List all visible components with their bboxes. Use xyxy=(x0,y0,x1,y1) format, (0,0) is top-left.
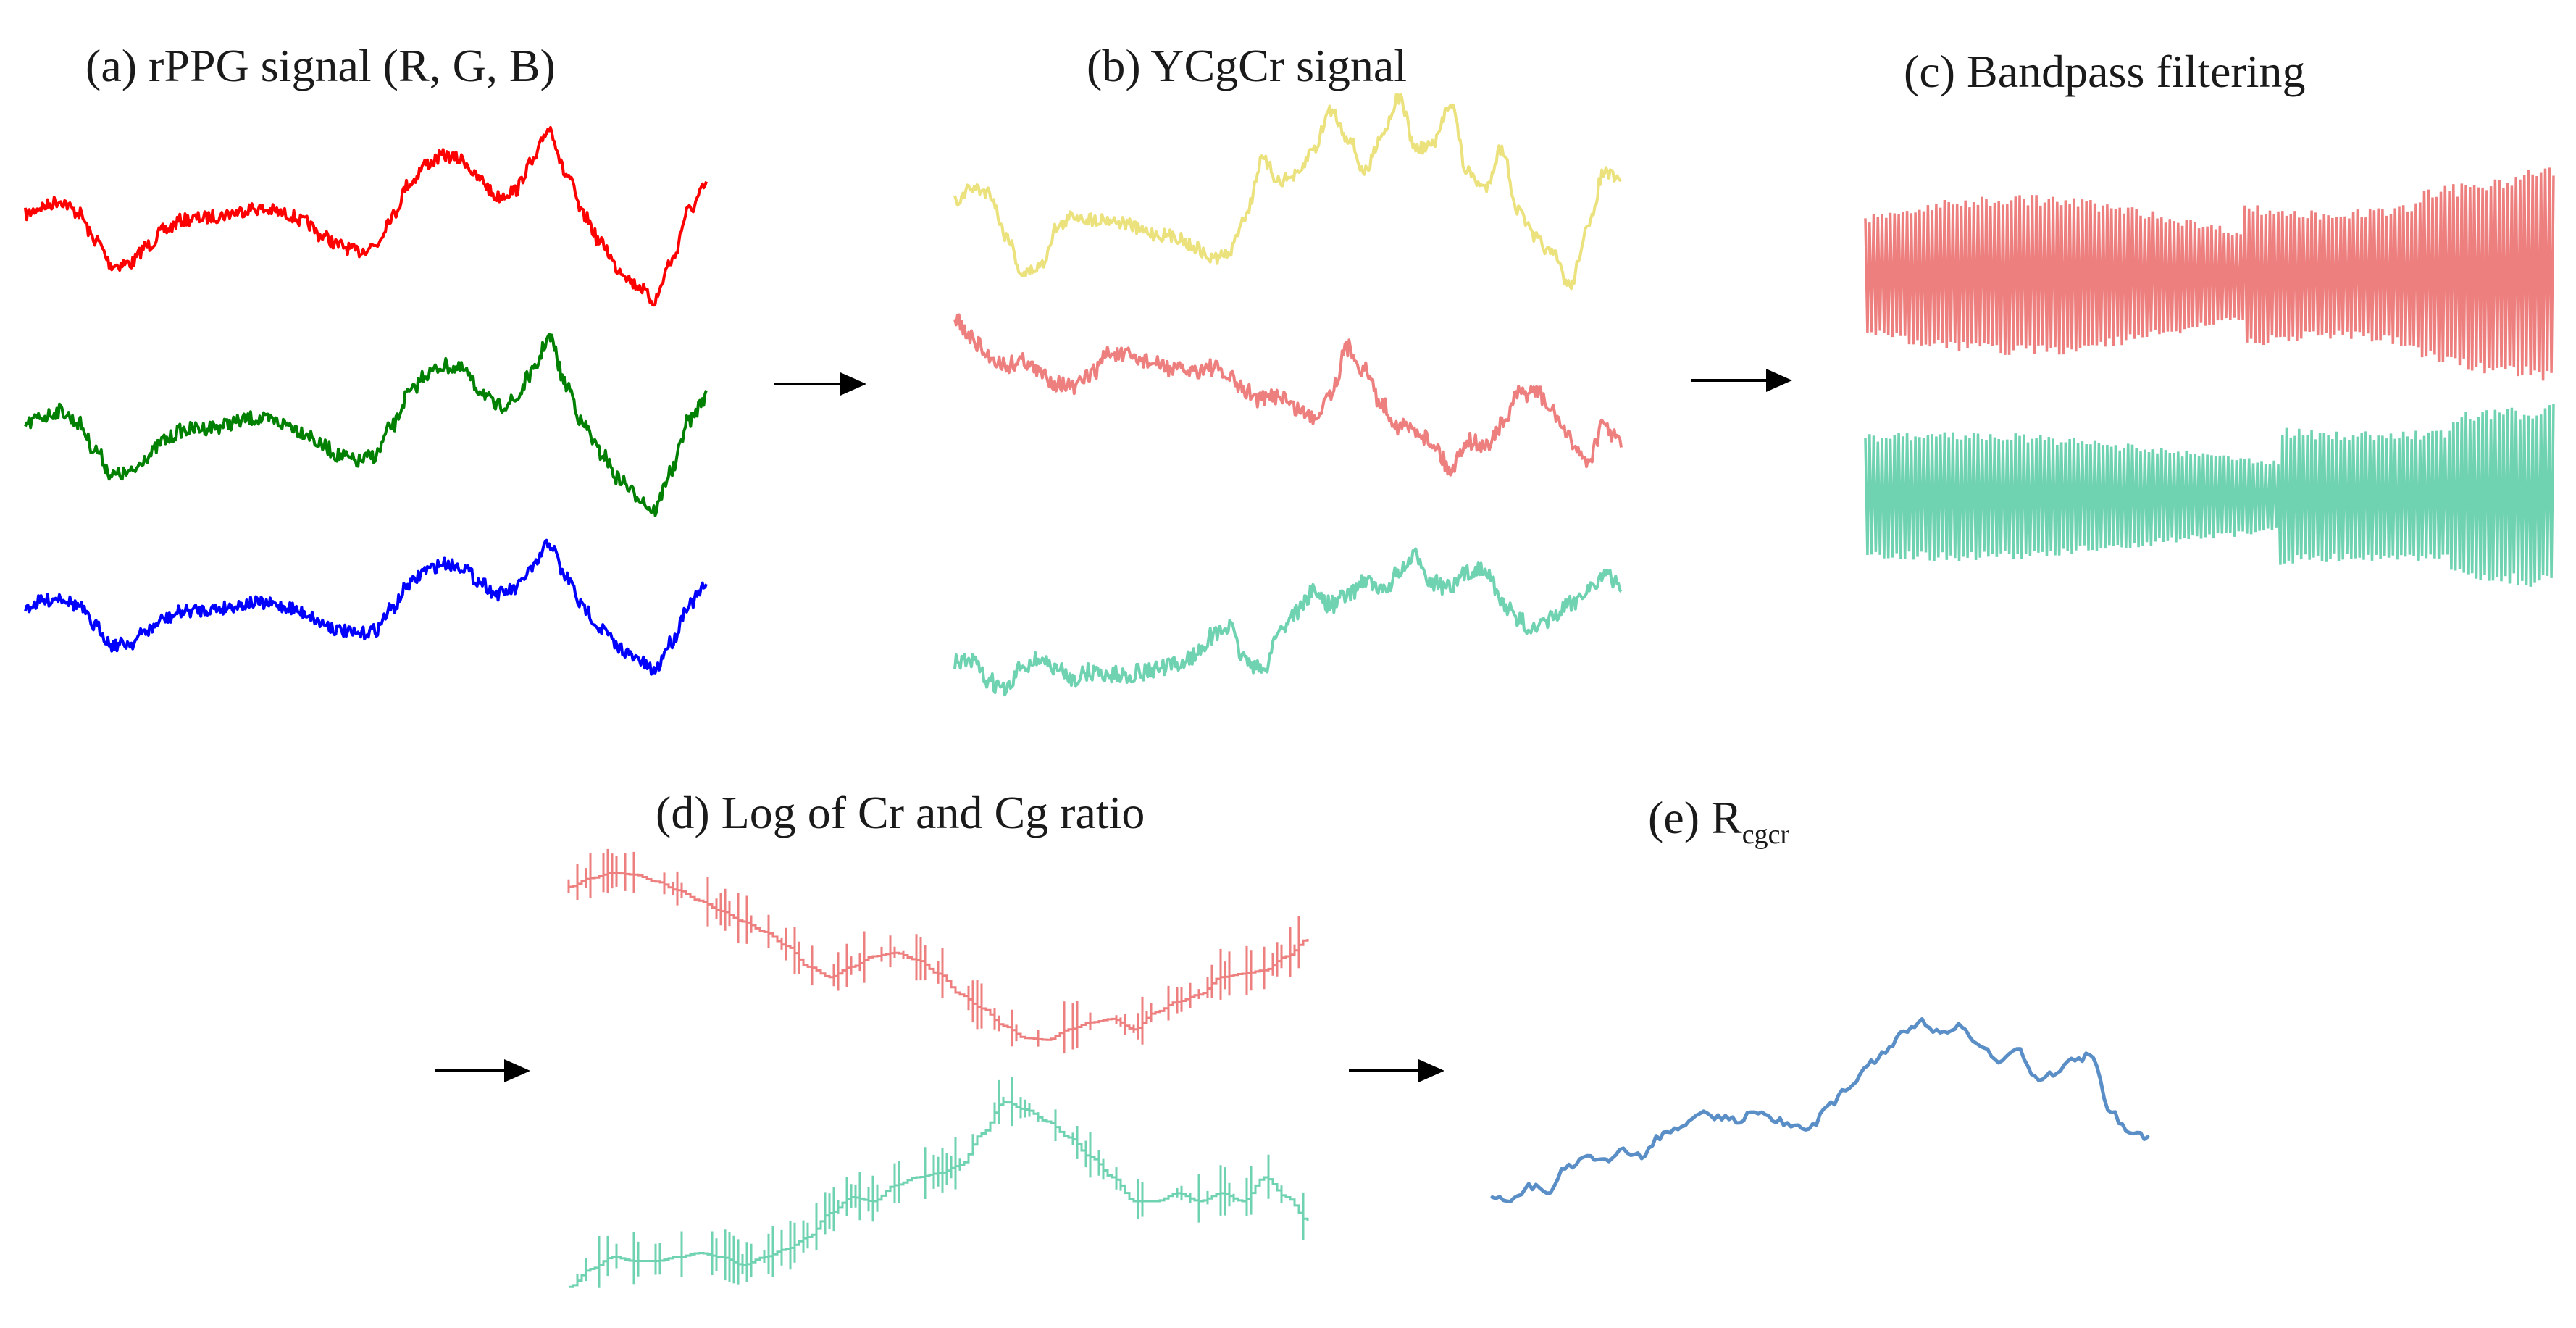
panel-c-bandpass-signals xyxy=(1864,167,2555,587)
panel-e-title-subscript: cgcr xyxy=(1742,819,1790,850)
panel-c-title: (c) Bandpass filtering xyxy=(1904,46,2306,97)
panel-e-title: (e) Rcgcr xyxy=(1648,792,1789,850)
y-component-signal xyxy=(953,93,1622,291)
rcgcr-signal xyxy=(1490,1017,2150,1204)
panel-b-title: (b) YCgCr signal xyxy=(1087,40,1407,91)
log-cg-signal xyxy=(569,1077,1309,1288)
green-channel-signal xyxy=(24,333,708,517)
panel-a-title: (a) rPPG signal (R, G, B) xyxy=(85,40,556,91)
bandpass-cg-signal xyxy=(1864,404,2555,587)
panel-e-title-main: (e) R xyxy=(1648,792,1742,843)
panel-e-rcgcr-signal-group xyxy=(1490,1017,2150,1204)
panel-d-log-ratio-signals xyxy=(567,848,1309,1288)
red-channel-signal xyxy=(24,125,708,307)
cr-component-signal xyxy=(953,313,1623,477)
panel-d-title: (d) Log of Cr and Cg ratio xyxy=(656,787,1145,838)
log-cr-signal xyxy=(567,848,1309,1054)
bandpass-cr-signal xyxy=(1864,167,2555,381)
panel-a-rgb-signals xyxy=(24,125,708,676)
blue-channel-signal xyxy=(24,538,708,676)
panel-b-ycgcr-signals xyxy=(953,93,1623,697)
cg-component-signal xyxy=(953,547,1623,697)
